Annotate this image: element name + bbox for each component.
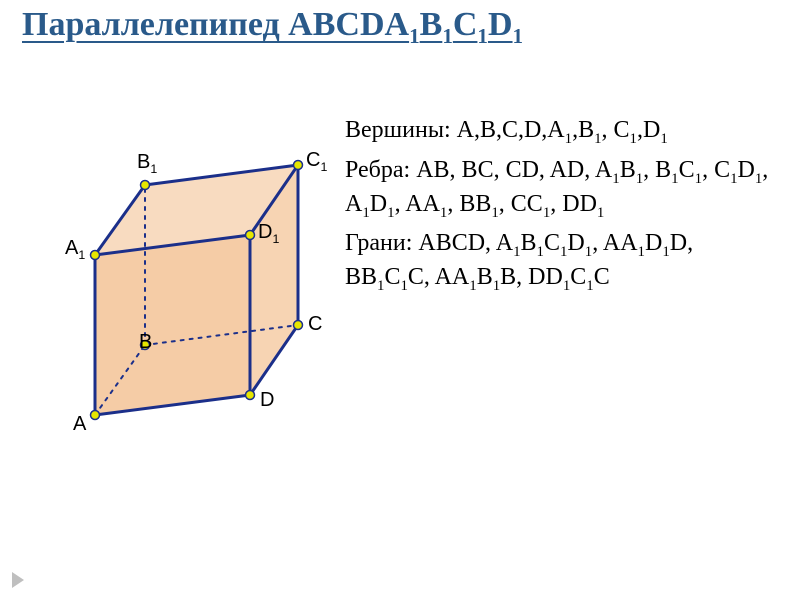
- vertex-label-C: C: [308, 313, 322, 336]
- parallelepiped-svg: [40, 150, 330, 430]
- vertex-label-B1: B1: [137, 151, 157, 176]
- description-line: Ребра: AB, BC, CD, AD, A1B1, B1C1, C1D1,…: [345, 155, 775, 223]
- vertex-label-D: D: [260, 389, 274, 412]
- parallelepiped-diagram: ADCBA1D1C1B1: [40, 150, 330, 430]
- description-text: Вершины: A,B,C,D,A1,B1, C1,D1 Ребра: AB, …: [345, 115, 775, 302]
- vertex-label-B: B: [139, 331, 152, 354]
- slide-title: Параллелепипед ABCDA1B1C1D1: [22, 6, 523, 49]
- vertex-label-A: A: [73, 413, 86, 436]
- vertex-label-C1: C1: [306, 149, 327, 174]
- next-marker-icon: [12, 572, 24, 588]
- vertex-label-A1: A1: [65, 237, 85, 262]
- description-line: Грани: ABCD, A1B1C1D1, AA1D1D, BB1C1C, A…: [345, 228, 775, 296]
- description-line: Вершины: A,B,C,D,A1,B1, C1,D1: [345, 115, 775, 149]
- vertex-label-D1: D1: [258, 221, 279, 246]
